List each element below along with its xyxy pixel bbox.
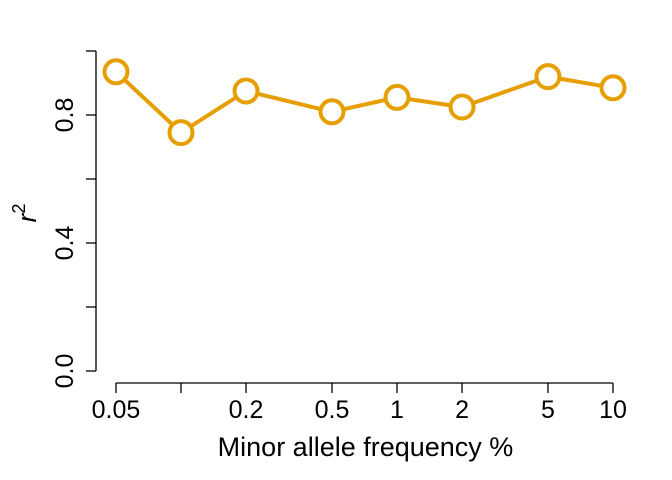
data-point-3: [318, 98, 346, 126]
y-axis-ticks: 0.0 0.4 0.8: [51, 50, 96, 389]
x-tick-label-6: 5: [541, 396, 555, 424]
data-point-5: [448, 93, 476, 121]
x-tick-label-5: 2: [455, 396, 469, 424]
x-axis-title: Minor allele frequency %: [218, 432, 514, 462]
data-point-4: [383, 83, 411, 111]
x-axis-ticks: 0.05 0.2 0.5 1 2 5 10: [92, 383, 627, 424]
y-axis-title-main: r: [12, 213, 42, 223]
axes: 0.05 0.2 0.5 1 2 5 10 0.0 0.4 0.8: [51, 50, 627, 424]
y-tick-label-2: 0.4: [51, 226, 79, 261]
y-tick-label-4: 0.8: [51, 98, 79, 133]
data-point-6: [534, 63, 562, 91]
x-tick-label-7: 10: [599, 396, 627, 424]
y-axis-title: r2: [9, 203, 42, 222]
x-tick-label-2: 0.2: [229, 396, 264, 424]
data-point-1: [167, 119, 195, 147]
data-point-7: [599, 74, 627, 102]
x-tick-label-3: 0.5: [315, 396, 350, 424]
series: [102, 58, 627, 147]
x-tick-label-4: 1: [390, 396, 404, 424]
data-point-0: [102, 58, 130, 86]
data-point-2: [232, 77, 260, 105]
y-axis-title-superscript: 2: [9, 203, 29, 213]
y-tick-label-0: 0.0: [51, 354, 79, 389]
x-tick-label-0: 0.05: [92, 396, 141, 424]
